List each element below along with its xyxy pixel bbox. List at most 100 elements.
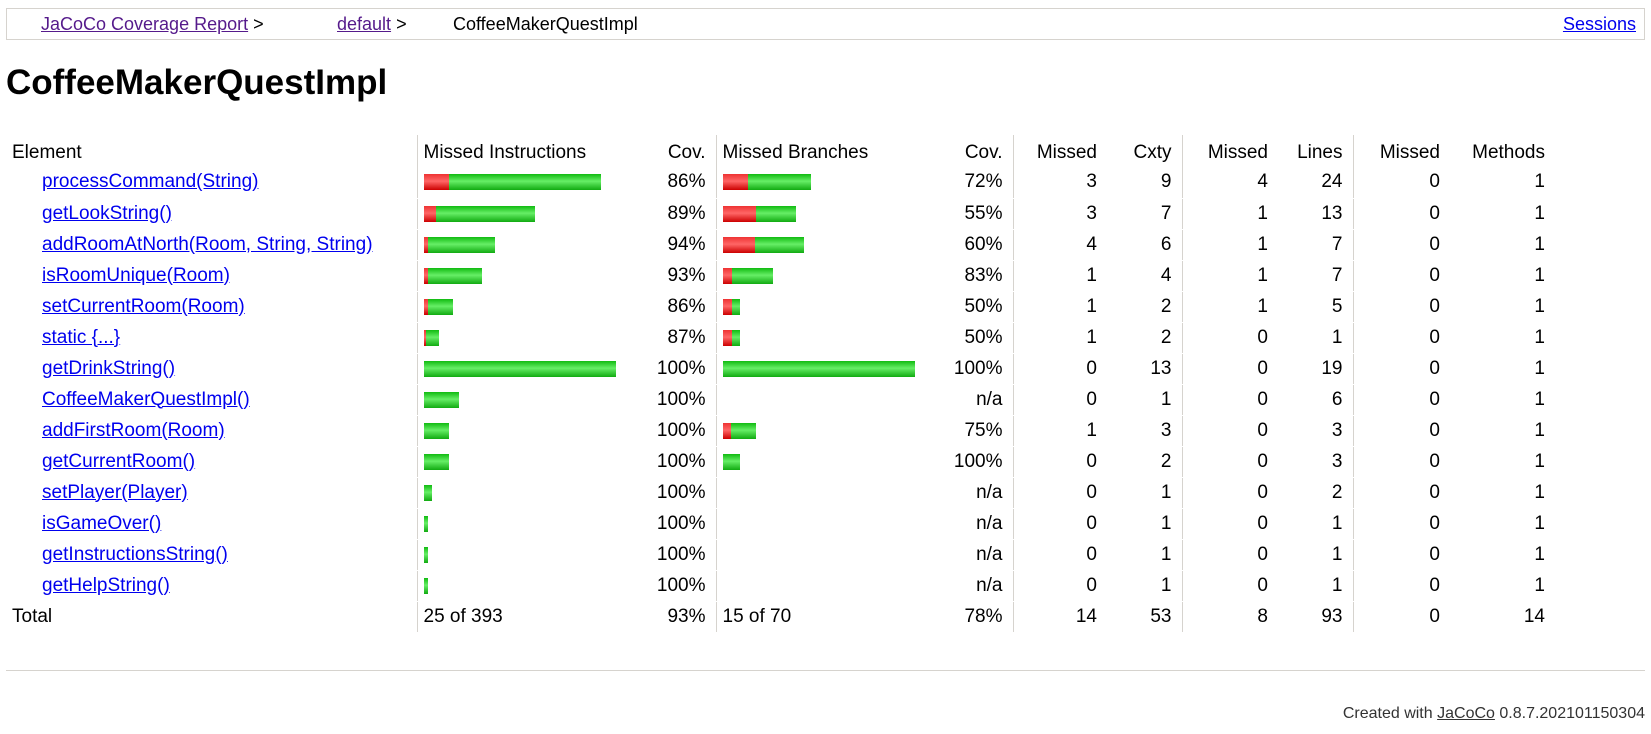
instructions-coverage: 100% xyxy=(637,353,716,385)
complexity: 1 xyxy=(1107,570,1182,602)
table-row: processCommand(String) 86% 72% 3 9 4 24 0 1 xyxy=(6,167,1555,199)
instructions-bar-cell xyxy=(416,353,637,385)
method-link[interactable]: CoffeeMakerQuestImpl() xyxy=(42,388,250,410)
header-missed-branches[interactable]: Missed Branches xyxy=(715,135,926,167)
instructions-bar xyxy=(423,205,628,222)
total-missed-methods: 0 xyxy=(1352,601,1450,632)
header-lines[interactable]: Lines xyxy=(1297,142,1343,163)
header-complexity[interactable]: Cxty xyxy=(1133,142,1172,163)
missed-methods: 0 xyxy=(1352,477,1450,509)
instructions-bar-cell xyxy=(416,229,637,261)
jacoco-link[interactable]: JaCoCo xyxy=(1437,705,1495,722)
header-branches-coverage[interactable]: Cov. xyxy=(964,142,1003,163)
methods: 1 xyxy=(1450,353,1555,385)
breadcrumb-package-link[interactable]: default xyxy=(337,14,392,34)
breadcrumb-report-link[interactable]: JaCoCo Coverage Report xyxy=(41,14,249,34)
lines: 19 xyxy=(1278,353,1353,385)
coverage-table: Element Missed Instructions Cov. Missed … xyxy=(6,135,1555,632)
complexity: 7 xyxy=(1107,198,1182,230)
header-methods[interactable]: Methods xyxy=(1472,142,1545,163)
method-link[interactable]: setCurrentRoom(Room) xyxy=(42,295,245,317)
method-link[interactable]: isRoomUnique(Room) xyxy=(42,264,230,286)
complexity: 9 xyxy=(1107,167,1182,199)
branches-bar-cell xyxy=(715,384,926,416)
branches-coverage: n/a xyxy=(926,539,1013,571)
method-link[interactable]: getDrinkString() xyxy=(42,357,176,379)
branches-bar xyxy=(722,267,917,284)
complexity: 1 xyxy=(1107,477,1182,509)
lines: 1 xyxy=(1278,539,1353,571)
branches-bar xyxy=(722,360,917,377)
method-link[interactable]: getInstructionsString() xyxy=(42,543,228,565)
header-missed-methods[interactable]: Missed xyxy=(1352,135,1450,167)
branches-bar-cell xyxy=(715,260,926,292)
element-cell: static {...} xyxy=(6,322,417,354)
method-link[interactable]: static {...} xyxy=(42,326,121,348)
header-instructions-coverage[interactable]: Cov. xyxy=(667,142,706,163)
covered-bar xyxy=(730,422,756,439)
branches-coverage: 100% xyxy=(926,446,1013,478)
missed-complexity: 1 xyxy=(1012,415,1107,447)
lines: 13 xyxy=(1278,198,1353,230)
missed-methods: 0 xyxy=(1352,384,1450,416)
header-missed-lines[interactable]: Missed xyxy=(1181,135,1278,167)
lines: 3 xyxy=(1278,446,1353,478)
missed-bar xyxy=(423,174,449,191)
missed-methods: 0 xyxy=(1352,570,1450,602)
sessions-link[interactable]: Sessions xyxy=(1562,14,1636,34)
method-link[interactable]: isGameOver() xyxy=(42,512,162,534)
branches-bar-cell xyxy=(715,198,926,230)
method-link[interactable]: addFirstRoom(Room) xyxy=(42,419,225,441)
missed-methods: 0 xyxy=(1352,291,1450,323)
missed-bar xyxy=(722,205,756,222)
method-link[interactable]: getLookString() xyxy=(42,202,172,224)
instructions-bar-cell xyxy=(416,446,637,478)
covered-bar xyxy=(423,453,449,470)
instructions-bar-cell xyxy=(416,570,637,602)
missed-methods: 0 xyxy=(1352,229,1450,261)
missed-complexity: 0 xyxy=(1012,384,1107,416)
method-link[interactable]: getHelpString() xyxy=(42,574,170,596)
covered-bar xyxy=(423,577,428,594)
covered-bar xyxy=(423,391,459,408)
branches-bar xyxy=(722,298,917,315)
missed-complexity: 1 xyxy=(1012,260,1107,292)
instructions-bar-cell xyxy=(416,322,637,354)
missed-bar xyxy=(722,298,732,315)
lines: 3 xyxy=(1278,415,1353,447)
method-link[interactable]: setPlayer(Player) xyxy=(42,481,188,503)
missed-methods: 0 xyxy=(1352,508,1450,540)
element-cell: getLookString() xyxy=(6,198,417,230)
total-instructions-coverage: 93% xyxy=(667,605,706,627)
element-cell: setCurrentRoom(Room) xyxy=(6,291,417,323)
branches-bar xyxy=(723,547,917,563)
instructions-bar xyxy=(423,453,628,470)
missed-lines: 1 xyxy=(1181,229,1278,261)
instructions-bar-cell xyxy=(416,539,637,571)
method-link[interactable]: addRoomAtNorth(Room, String, String) xyxy=(42,233,373,255)
method-link[interactable]: getCurrentRoom() xyxy=(42,450,196,472)
branches-coverage: n/a xyxy=(926,384,1013,416)
branches-coverage: n/a xyxy=(926,570,1013,602)
methods: 1 xyxy=(1450,508,1555,540)
branches-coverage: 50% xyxy=(926,322,1013,354)
lines: 5 xyxy=(1278,291,1353,323)
complexity: 2 xyxy=(1107,322,1182,354)
branches-coverage: 60% xyxy=(926,229,1013,261)
missed-lines: 0 xyxy=(1181,353,1278,385)
branches-bar-cell xyxy=(715,539,926,571)
branches-bar xyxy=(722,205,917,222)
method-link[interactable]: processCommand(String) xyxy=(42,171,259,193)
branches-bar xyxy=(722,329,917,346)
header-missed-instructions[interactable]: Missed Instructions xyxy=(416,135,637,167)
table-row: isGameOver() 100% n/a 0 1 0 1 0 1 xyxy=(6,508,1555,540)
total-missed-complexity: 14 xyxy=(1012,601,1107,632)
branches-bar-cell xyxy=(715,167,926,199)
covered-bar xyxy=(755,205,796,222)
covered-bar xyxy=(435,205,535,222)
missed-lines: 1 xyxy=(1181,198,1278,230)
header-element[interactable]: Element xyxy=(12,142,82,163)
header-missed-complexity[interactable]: Missed xyxy=(1012,135,1107,167)
instructions-bar xyxy=(423,391,628,408)
total-branches: 15 of 70 xyxy=(715,601,926,632)
